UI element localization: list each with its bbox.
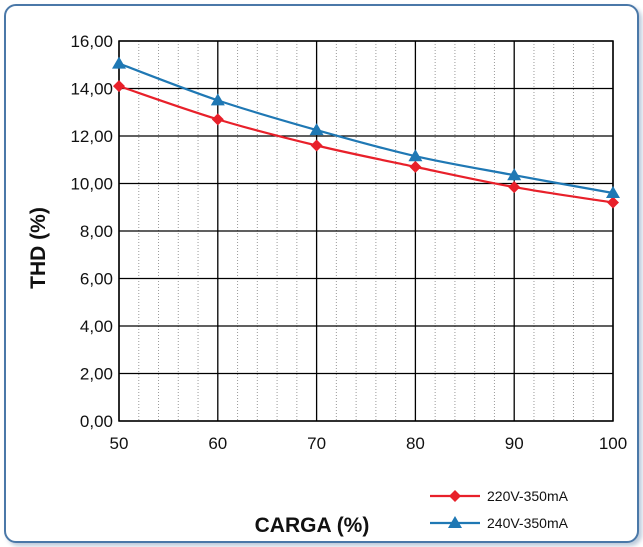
x-tick-label: 50 <box>110 434 129 453</box>
data-point <box>409 160 422 173</box>
legend-label: 220V-350mA <box>487 488 569 504</box>
x-axis-title: CARGA (%) <box>255 514 370 537</box>
data-point <box>309 123 324 136</box>
y-tick-label: 12,00 <box>70 127 113 146</box>
data-point <box>507 168 522 181</box>
y-tick-label: 14,00 <box>70 80 113 99</box>
data-point <box>113 80 125 93</box>
data-point <box>508 181 521 194</box>
y-axis-title: THD (%) <box>27 207 50 289</box>
x-tick-label: 80 <box>406 434 425 453</box>
data-point <box>210 93 225 106</box>
y-tick-label: 4,00 <box>80 317 113 336</box>
x-tick-label: 100 <box>599 434 627 453</box>
data-point <box>211 113 224 126</box>
y-tick-label: 10,00 <box>70 175 113 194</box>
data-point <box>607 196 619 209</box>
plot-border <box>118 40 614 422</box>
series-layer <box>112 56 620 209</box>
grid <box>118 40 614 422</box>
data-point <box>408 149 423 162</box>
y-tick-label: 6,00 <box>80 270 113 289</box>
series-2 <box>112 56 620 198</box>
legend-label: 240V-350mA <box>487 515 569 531</box>
data-point <box>112 56 126 69</box>
legend-marker <box>448 516 462 528</box>
x-tick-label: 90 <box>505 434 524 453</box>
data-point <box>606 186 620 198</box>
x-tick-label: 60 <box>208 434 227 453</box>
y-tick-label: 8,00 <box>80 222 113 241</box>
data-point <box>310 139 323 152</box>
series-1 <box>113 80 619 209</box>
series-line <box>118 62 614 195</box>
legend: 220V-350mA 240V-350mA <box>430 488 569 531</box>
legend-marker <box>449 490 461 502</box>
y-tick-label: 0,00 <box>80 412 113 431</box>
y-axis-ticks: 0,00 2,00 4,00 6,00 8,00 10,00 12,00 14,00 16,00 <box>70 32 113 431</box>
x-tick-label: 70 <box>307 434 326 453</box>
y-tick-label: 16,00 <box>70 32 113 51</box>
y-tick-label: 2,00 <box>80 365 113 384</box>
x-axis-ticks: 50 60 70 80 90 100 <box>110 434 628 453</box>
series-line <box>118 85 614 204</box>
